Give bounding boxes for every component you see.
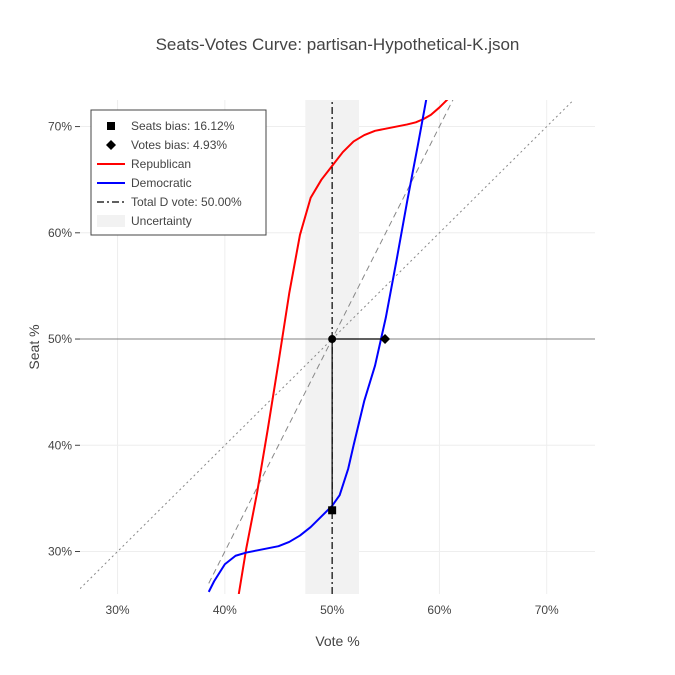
- y-axis-title: Seat %: [26, 324, 42, 369]
- x-tick-label: 40%: [213, 603, 237, 617]
- legend: Seats bias: 16.12% Votes bias: 4.93% Repub…: [90, 109, 267, 236]
- y-tick-label: 60%: [48, 226, 72, 240]
- legend-label: Votes bias: 4.93%: [131, 138, 227, 152]
- marker-votes-bias-4-93: [380, 334, 391, 345]
- x-tick-label: 50%: [320, 603, 344, 617]
- y-tick-label: 40%: [48, 438, 72, 452]
- y-tick-label: 70%: [48, 120, 72, 134]
- chart-title: Seats-Votes Curve: partisan-Hypothetical…: [156, 35, 520, 54]
- reference-line-dotted: [80, 100, 574, 590]
- x-tick-label: 30%: [106, 603, 130, 617]
- y-tick-label: 30%: [48, 545, 72, 559]
- legend-symbol-votes-bias-4-93: [106, 140, 116, 150]
- series-line-democratic: [207, 100, 428, 593]
- x-axis-title: Vote %: [315, 633, 359, 649]
- marker-point-2: [328, 335, 337, 344]
- legend-box: [90, 109, 267, 236]
- markers: [328, 334, 391, 515]
- legend-label: Seats bias: 16.12%: [131, 119, 235, 133]
- connector-lines: [331, 338, 386, 511]
- legend-symbol-seats-bias-16-12: [107, 122, 115, 130]
- marker-seats-bias-16-12: [328, 506, 337, 515]
- series-line-republican: [237, 100, 449, 594]
- legend-label: Republican: [131, 157, 191, 171]
- x-tick-label: 70%: [535, 603, 559, 617]
- x-tick-label: 60%: [427, 603, 451, 617]
- y-tick-label: 50%: [48, 332, 72, 346]
- tick-labels: 30% 40% 50% 60% 70% 30% 40% 50% 60% 70%: [48, 120, 559, 617]
- legend-label: Total D vote: 50.00%: [131, 195, 242, 209]
- legend-symbol-uncertainty: [97, 215, 125, 227]
- legend-label: Democratic: [131, 176, 192, 190]
- legend-label: Uncertainty: [131, 214, 192, 228]
